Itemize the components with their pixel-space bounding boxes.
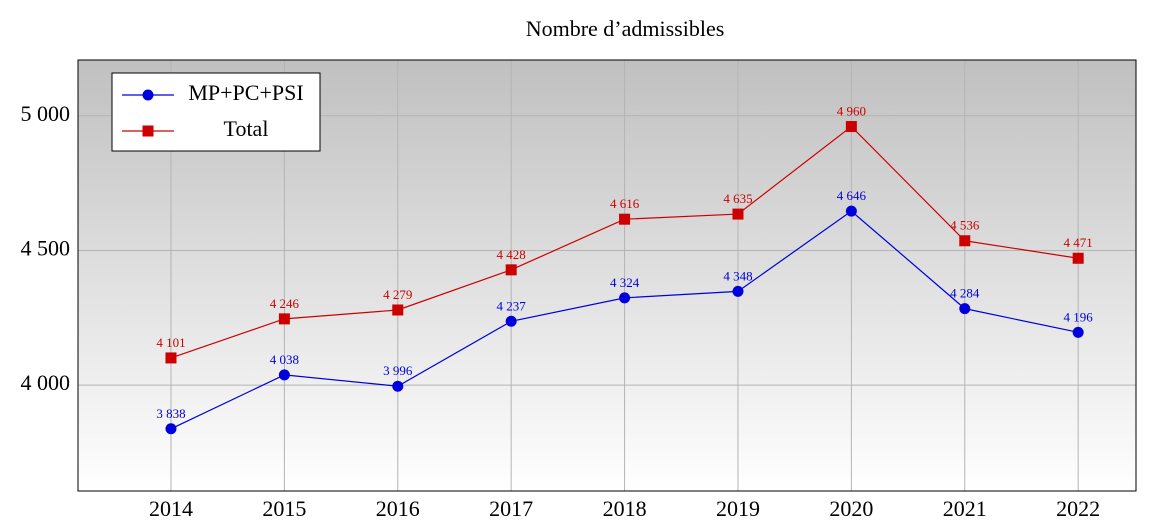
value-label: 4 196 (1064, 309, 1094, 324)
value-label: 4 635 (723, 191, 752, 206)
value-label: 3 996 (383, 363, 413, 378)
value-label: 4 646 (837, 188, 867, 203)
point (392, 304, 404, 316)
chart-title: Nombre d’admissibles (526, 16, 725, 41)
x-tick-label: 2020 (829, 496, 873, 521)
value-label: 4 279 (383, 287, 412, 302)
point (845, 205, 857, 217)
point (619, 292, 631, 304)
point (142, 89, 154, 101)
point (505, 264, 517, 276)
value-label: 4 101 (156, 335, 185, 350)
point (278, 313, 290, 325)
point (1072, 252, 1084, 264)
point (959, 235, 971, 247)
y-tick-label: 4 500 (21, 235, 71, 260)
y-tick-label: 5 000 (21, 101, 71, 126)
value-label: 4 348 (723, 268, 752, 283)
point (165, 423, 177, 435)
value-label: 4 237 (497, 298, 527, 313)
value-label: 4 471 (1064, 235, 1093, 250)
legend-label: Total (224, 116, 269, 141)
point (959, 303, 971, 315)
x-tick-label: 2016 (376, 496, 420, 521)
point (732, 208, 744, 220)
point (619, 213, 631, 225)
point (505, 315, 517, 327)
plot-frame (77, 59, 1137, 492)
legend-box (111, 72, 321, 152)
value-label: 4 246 (270, 296, 300, 311)
x-tick-label: 2017 (489, 496, 533, 521)
point (845, 121, 857, 133)
x-tick-label: 2014 (149, 496, 193, 521)
x-tick-label: 2015 (262, 496, 306, 521)
point (278, 369, 290, 381)
value-label: 4 428 (497, 247, 526, 262)
point (1072, 326, 1084, 338)
x-tick-label: 2021 (943, 496, 987, 521)
value-label: 4 616 (610, 196, 640, 211)
value-label: 4 536 (950, 218, 980, 233)
value-label: 3 838 (156, 406, 185, 421)
point (732, 285, 744, 297)
y-tick-label: 4 000 (21, 370, 71, 395)
point (392, 380, 404, 392)
x-tick-label: 2018 (603, 496, 647, 521)
value-label: 4 284 (950, 286, 980, 301)
value-label: 4 324 (610, 275, 640, 290)
value-label: 4 038 (270, 352, 299, 367)
x-tick-label: 2019 (716, 496, 760, 521)
legend-label: MP+PC+PSI (188, 80, 303, 105)
point (142, 125, 154, 137)
value-label: 4 960 (837, 104, 866, 119)
x-tick-label: 2022 (1056, 496, 1100, 521)
point (165, 352, 177, 364)
